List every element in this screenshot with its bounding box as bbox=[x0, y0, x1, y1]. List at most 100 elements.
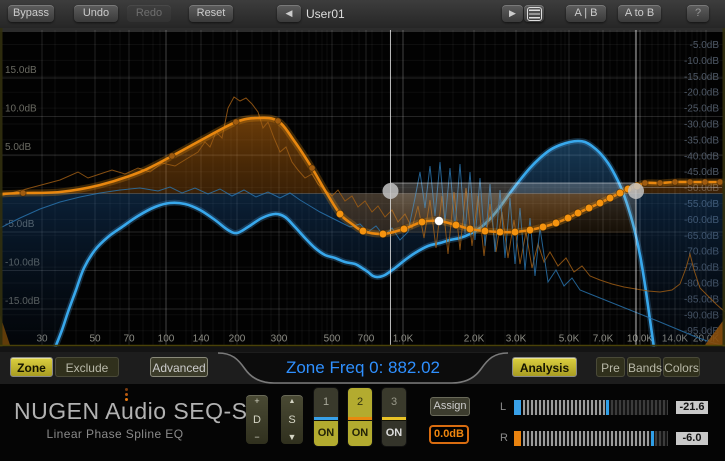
s-up-icon[interactable]: ▲ bbox=[288, 398, 296, 405]
zone-handle-left[interactable] bbox=[382, 183, 399, 199]
meter-left-label: L bbox=[500, 401, 507, 413]
s-stepper[interactable]: ▲ S ▼ bbox=[281, 395, 303, 444]
eq-graph[interactable]: 3050701001402003005007001.0K2.0K3.0K5.0K… bbox=[0, 28, 725, 352]
meter-right-peak-marker bbox=[651, 431, 655, 446]
tab-zone[interactable]: Zone bbox=[10, 357, 53, 377]
svg-text:3.0K: 3.0K bbox=[506, 334, 527, 345]
preset-name[interactable]: User01 bbox=[306, 7, 345, 21]
eq-node[interactable] bbox=[563, 213, 573, 223]
eq-node[interactable] bbox=[19, 189, 27, 197]
blue-analyzer-trace bbox=[0, 161, 725, 347]
eq-node[interactable] bbox=[232, 118, 240, 126]
tab-colors[interactable]: Colors bbox=[663, 357, 700, 377]
eq-node[interactable] bbox=[308, 164, 316, 172]
eq-node[interactable] bbox=[465, 224, 475, 234]
svg-text:-20.0dB: -20.0dB bbox=[684, 88, 719, 99]
meter-left-peak-marker bbox=[606, 400, 610, 415]
toolbar: Bypass Undo Redo Reset ◀ User01 ▶ A | B … bbox=[0, 0, 725, 29]
eq-node[interactable] bbox=[495, 227, 505, 237]
eq-node[interactable] bbox=[417, 217, 427, 227]
eq-node[interactable] bbox=[584, 203, 594, 213]
tab-advanced[interactable]: Advanced bbox=[150, 357, 208, 377]
eq-node[interactable] bbox=[551, 218, 561, 228]
corner-wedge bbox=[705, 318, 725, 345]
svg-text:1.0K: 1.0K bbox=[393, 334, 414, 345]
svg-text:70: 70 bbox=[123, 334, 135, 345]
eq-node[interactable] bbox=[615, 188, 625, 198]
band-2-button[interactable]: 2 ON bbox=[348, 388, 372, 446]
band-1-on[interactable]: ON bbox=[314, 420, 338, 446]
tab-pre[interactable]: Pre bbox=[596, 357, 625, 377]
preset-list-icon[interactable] bbox=[524, 5, 544, 22]
blue-eq-curve[interactable] bbox=[53, 139, 656, 349]
eq-node[interactable] bbox=[525, 225, 535, 235]
eq-node[interactable] bbox=[335, 209, 345, 219]
svg-text:7.0K: 7.0K bbox=[593, 334, 614, 345]
preset-prev-icon[interactable]: ◀ bbox=[277, 5, 301, 22]
tab-exclude[interactable]: Exclude bbox=[55, 357, 119, 377]
help-button[interactable]: ? bbox=[687, 5, 709, 22]
eq-node[interactable] bbox=[274, 117, 282, 125]
brand-dot bbox=[125, 393, 128, 396]
eq-node[interactable] bbox=[573, 208, 583, 218]
svg-text:-5.0dB: -5.0dB bbox=[690, 40, 720, 51]
brand-dot bbox=[125, 388, 128, 391]
brand-logo: NUGEN Audio SEQ-S bbox=[14, 398, 248, 424]
delta-minus[interactable]: − bbox=[254, 432, 260, 442]
delta-plus[interactable]: + bbox=[254, 396, 260, 406]
eq-node[interactable] bbox=[716, 178, 724, 186]
s-down-icon[interactable]: ▼ bbox=[287, 432, 297, 442]
redo-button[interactable]: Redo bbox=[127, 5, 171, 22]
meter-right-chip bbox=[514, 431, 521, 446]
svg-text:100: 100 bbox=[158, 334, 175, 345]
tab-analysis[interactable]: Analysis bbox=[512, 357, 577, 377]
delta-stepper[interactable]: + D − bbox=[246, 395, 268, 444]
band-1-button[interactable]: 1 ON bbox=[314, 388, 338, 446]
band-2-on[interactable]: ON bbox=[348, 420, 372, 446]
eq-node[interactable] bbox=[168, 152, 176, 160]
list-glyph-icon bbox=[526, 6, 542, 21]
tab-bands[interactable]: Bands bbox=[627, 357, 662, 377]
eq-node[interactable] bbox=[641, 179, 649, 187]
zone-highlight-band[interactable] bbox=[390, 183, 637, 233]
eq-node[interactable] bbox=[671, 178, 679, 186]
zone-handle-right[interactable] bbox=[628, 183, 644, 199]
meter-left-track bbox=[523, 400, 668, 415]
svg-text:2.0K: 2.0K bbox=[464, 334, 485, 345]
reset-button[interactable]: Reset bbox=[189, 5, 233, 22]
eq-node[interactable] bbox=[378, 229, 388, 239]
band-3-color-line bbox=[382, 417, 406, 420]
svg-text:-15.0dB: -15.0dB bbox=[684, 72, 719, 83]
meter-right-label: R bbox=[500, 432, 508, 444]
eq-node[interactable] bbox=[701, 178, 709, 186]
eq-node[interactable] bbox=[451, 220, 461, 230]
a-to-b-button[interactable]: A to B bbox=[618, 5, 661, 22]
svg-text:15.0dB: 15.0dB bbox=[5, 65, 37, 76]
eq-node[interactable] bbox=[399, 224, 409, 234]
svg-text:-45.0dB: -45.0dB bbox=[684, 167, 719, 178]
gain-readout[interactable]: 0.0dB bbox=[429, 425, 469, 444]
bypass-button[interactable]: Bypass bbox=[8, 5, 54, 22]
eq-node[interactable] bbox=[480, 226, 490, 236]
meter-right-value: -6.0 bbox=[676, 432, 708, 445]
svg-text:500: 500 bbox=[324, 334, 341, 345]
eq-node[interactable] bbox=[656, 179, 664, 187]
undo-button[interactable]: Undo bbox=[74, 5, 118, 22]
eq-node-selected[interactable] bbox=[434, 216, 444, 226]
band-3-button[interactable]: 3 ON bbox=[382, 388, 406, 446]
eq-node[interactable] bbox=[538, 222, 548, 232]
svg-text:200: 200 bbox=[229, 334, 246, 345]
band-3-on[interactable]: ON bbox=[382, 420, 406, 446]
eq-node[interactable] bbox=[358, 226, 368, 236]
assign-button[interactable]: Assign bbox=[430, 397, 470, 416]
svg-text:5.0dB: 5.0dB bbox=[5, 142, 31, 153]
eq-node[interactable] bbox=[686, 178, 694, 186]
eq-node[interactable] bbox=[510, 227, 520, 237]
svg-text:-30.0dB: -30.0dB bbox=[684, 120, 719, 131]
zone-freq-readout: Zone Freq 0: 882.02 bbox=[285, 358, 441, 377]
play-icon[interactable]: ▶ bbox=[502, 5, 523, 22]
eq-node[interactable] bbox=[605, 193, 615, 203]
eq-node[interactable] bbox=[595, 198, 605, 208]
ab-compare-button[interactable]: A | B bbox=[566, 5, 606, 22]
